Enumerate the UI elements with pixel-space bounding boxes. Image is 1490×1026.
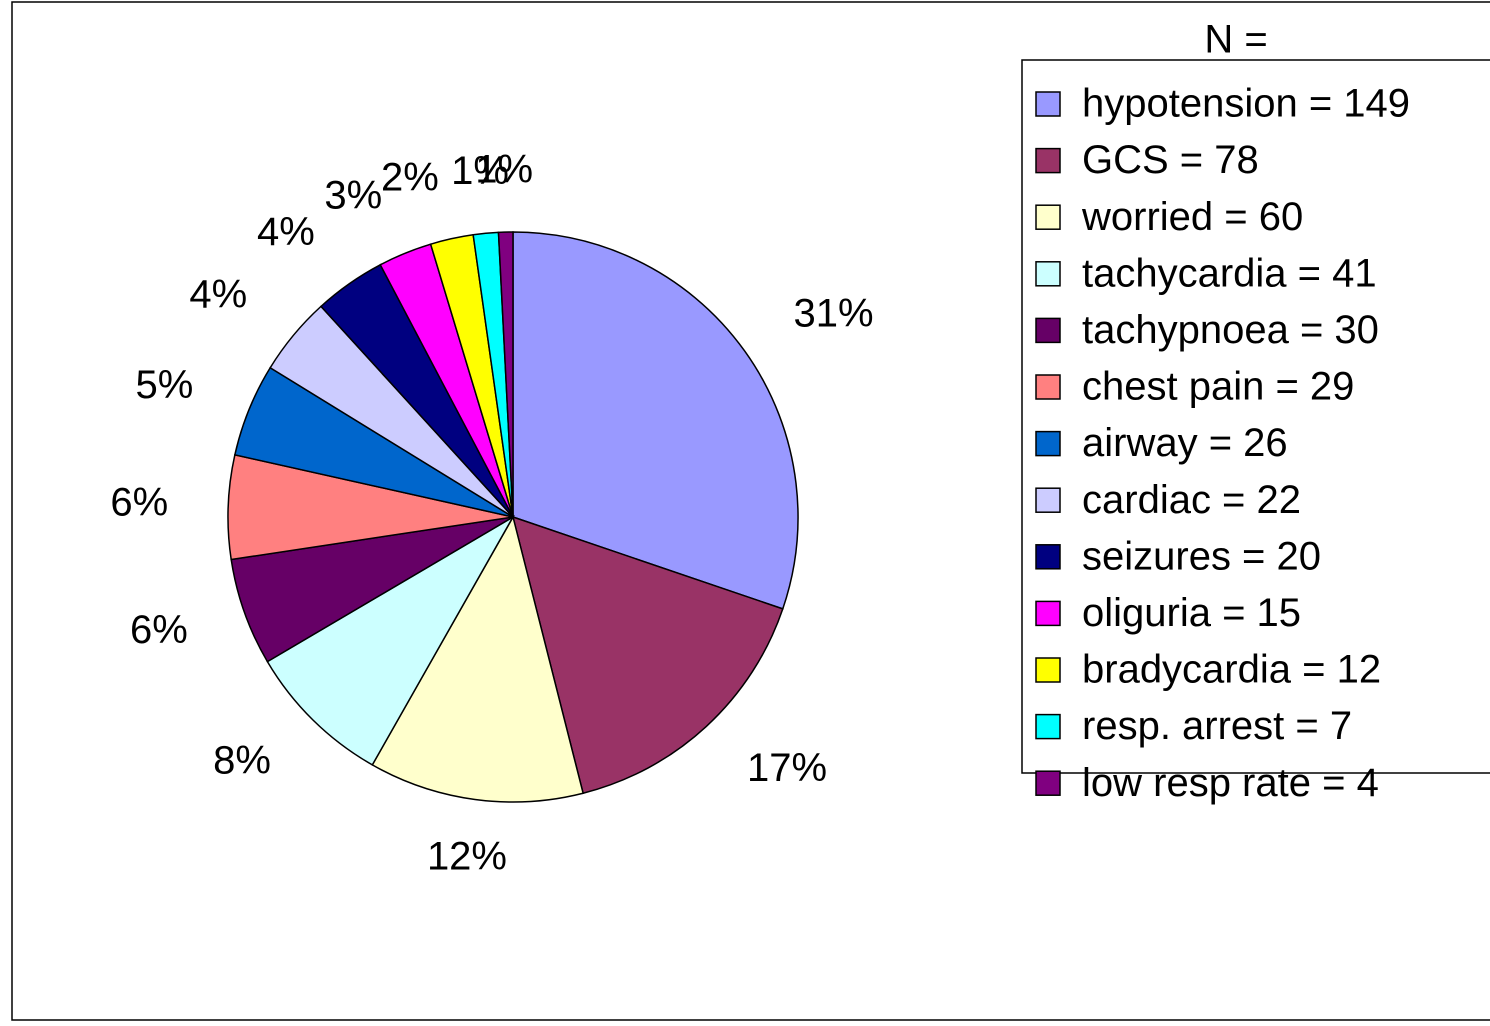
slice-label: 31% (794, 292, 874, 336)
legend-label: GCS = 78 (1082, 138, 1259, 182)
legend-label: worried = 60 (1081, 195, 1303, 239)
legend-title: N = (1204, 18, 1267, 62)
legend-label: cardiac = 22 (1082, 478, 1301, 522)
legend-swatch (1035, 147, 1061, 174)
slice-label: 1% (451, 149, 509, 193)
pie-slice (511, 515, 784, 795)
legend-label: bradycardia = 12 (1082, 648, 1381, 692)
legend-swatch (1035, 204, 1061, 230)
legend-swatch (1035, 770, 1061, 796)
legend-label: chest pain = 29 (1082, 365, 1354, 409)
legend-swatch (1035, 261, 1061, 287)
legend-swatch (1035, 600, 1061, 627)
legend-swatch (1035, 544, 1061, 570)
slice-label: 2% (381, 156, 439, 200)
legend-swatch (1035, 713, 1061, 740)
slice-label: 6% (110, 480, 168, 524)
legend-swatch (1035, 487, 1061, 513)
legend-label: airway = 26 (1082, 421, 1288, 465)
slice-label: 5% (136, 363, 194, 407)
legend-swatch (1035, 430, 1061, 457)
pie-slice (266, 514, 516, 766)
legend-box (1021, 59, 1490, 774)
slice-label: 1% (475, 148, 533, 192)
legend-swatch (1035, 374, 1061, 400)
legend-swatch (1035, 317, 1061, 344)
legend-swatch (1035, 91, 1061, 117)
slice-label: 4% (257, 210, 315, 254)
slice-label: 17% (747, 746, 827, 790)
legend-swatch (1035, 657, 1061, 683)
slice-label: 12% (427, 834, 507, 878)
legend-label: low resp rate = 4 (1082, 761, 1379, 805)
slice-label: 8% (213, 738, 271, 782)
legend-label: tachycardia = 41 (1082, 251, 1377, 295)
legend-label: oliguria = 15 (1082, 591, 1301, 635)
legend-label: tachypnoea = 30 (1082, 308, 1379, 352)
slice-label: 3% (324, 173, 382, 217)
pie-slice (371, 515, 585, 803)
slice-label: 6% (130, 608, 188, 652)
legend-label: hypotension = 149 (1082, 82, 1410, 126)
slice-label: 4% (189, 273, 247, 317)
pie-slice (512, 231, 799, 610)
legend-label: resp. arrest = 7 (1082, 704, 1352, 748)
legend-label: seizures = 20 (1082, 534, 1321, 578)
pie-slice (497, 231, 514, 518)
